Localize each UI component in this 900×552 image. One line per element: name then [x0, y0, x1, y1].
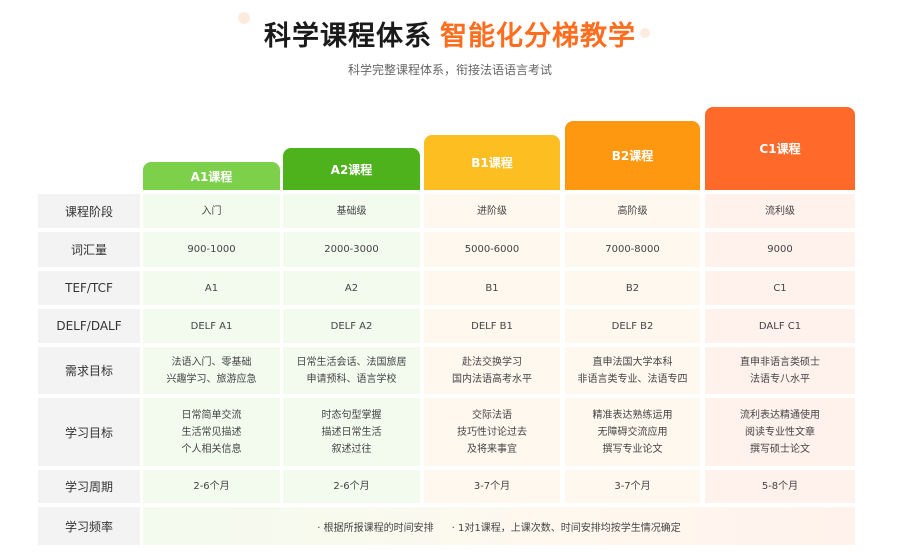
table-cell: 2-6个月 [283, 470, 420, 503]
table-cell: 赴法交换学习 国内法语高考水平 [424, 347, 560, 394]
table-cell: 7000-8000 [565, 232, 700, 267]
row-label: DELF/DALF [38, 309, 140, 343]
table-cell: 基础级 [283, 194, 420, 228]
row-label: 需求目标 [38, 347, 140, 394]
table-cell: DELF B2 [565, 309, 700, 343]
table-cell: B1 [424, 271, 560, 305]
course-header-a1: A1课程 [143, 162, 280, 190]
table-cell: 2-6个月 [143, 470, 280, 503]
row-label: TEF/TCF [38, 271, 140, 305]
table-cell: 入门 [143, 194, 280, 228]
table-cell: 5-8个月 [705, 470, 855, 503]
title-dark: 科学课程体系 [264, 21, 432, 52]
frequency-cell: · 根据所报课程的时间安排 · 1对1课程，上课次数、时间安排均按学生情况确定 [143, 507, 855, 545]
table-cell: 日常简单交流 生活常见描述 个人相关信息 [143, 398, 280, 466]
table-cell: 日常生活会话、法国旅居 申请预科、语言学校 [283, 347, 420, 394]
row-label: 学习周期 [38, 470, 140, 503]
table-cell: DELF A2 [283, 309, 420, 343]
row-label: 词汇量 [38, 232, 140, 267]
course-header-c1: C1课程 [705, 107, 855, 190]
row-label: 课程阶段 [38, 194, 140, 228]
course-header-b2: B2课程 [565, 121, 700, 190]
frequency-note: · 1对1课程，上课次数、时间安排均按学生情况确定 [451, 522, 681, 534]
course-header-a2: A2课程 [283, 148, 420, 190]
row-label: 学习频率 [38, 507, 140, 545]
course-header-b1: B1课程 [424, 135, 560, 190]
decor-dot [640, 28, 650, 38]
table-cell: B2 [565, 271, 700, 305]
row-label: 学习目标 [38, 398, 140, 466]
table-cell: 2000-3000 [283, 232, 420, 267]
table-cell: 法语入门、零基础 兴趣学习、旅游应急 [143, 347, 280, 394]
table-cell: DELF B1 [424, 309, 560, 343]
decor-dot [238, 12, 250, 24]
table-cell: 3-7个月 [565, 470, 700, 503]
table-cell: C1 [705, 271, 855, 305]
table-cell: DELF A1 [143, 309, 280, 343]
subtitle: 科学完整课程体系，衔接法语语言考试 [347, 63, 552, 77]
table-cell: 进阶级 [424, 194, 560, 228]
table-cell: 5000-6000 [424, 232, 560, 267]
table-cell: A2 [283, 271, 420, 305]
table-cell: 900-1000 [143, 232, 280, 267]
frequency-note: · 根据所报课程的时间安排 [317, 522, 434, 534]
table-cell: 流利表达精通使用 阅读专业性文章 撰写硕士论文 [705, 398, 855, 466]
table-cell: 直申法国大学本科 非语言类专业、法语专四 [565, 347, 700, 394]
table-cell: 时态句型掌握 描述日常生活 叙述过往 [283, 398, 420, 466]
title-accent: 智能化分梯教学 [440, 21, 636, 52]
table-cell: 直申非语言类硕士 法语专八水平 [705, 347, 855, 394]
table-cell: DALF C1 [705, 309, 855, 343]
table-cell: 流利级 [705, 194, 855, 228]
table-cell: 精准表达熟练运用 无障碍交流应用 撰写专业论文 [565, 398, 700, 466]
table-cell: 3-7个月 [424, 470, 560, 503]
table-cell: 高阶级 [565, 194, 700, 228]
table-cell: A1 [143, 271, 280, 305]
table-cell: 交际法语 技巧性讨论过去 及将来事宜 [424, 398, 560, 466]
table-cell: 9000 [705, 232, 855, 267]
page-title: 科学课程体系 智能化分梯教学 [0, 14, 900, 53]
